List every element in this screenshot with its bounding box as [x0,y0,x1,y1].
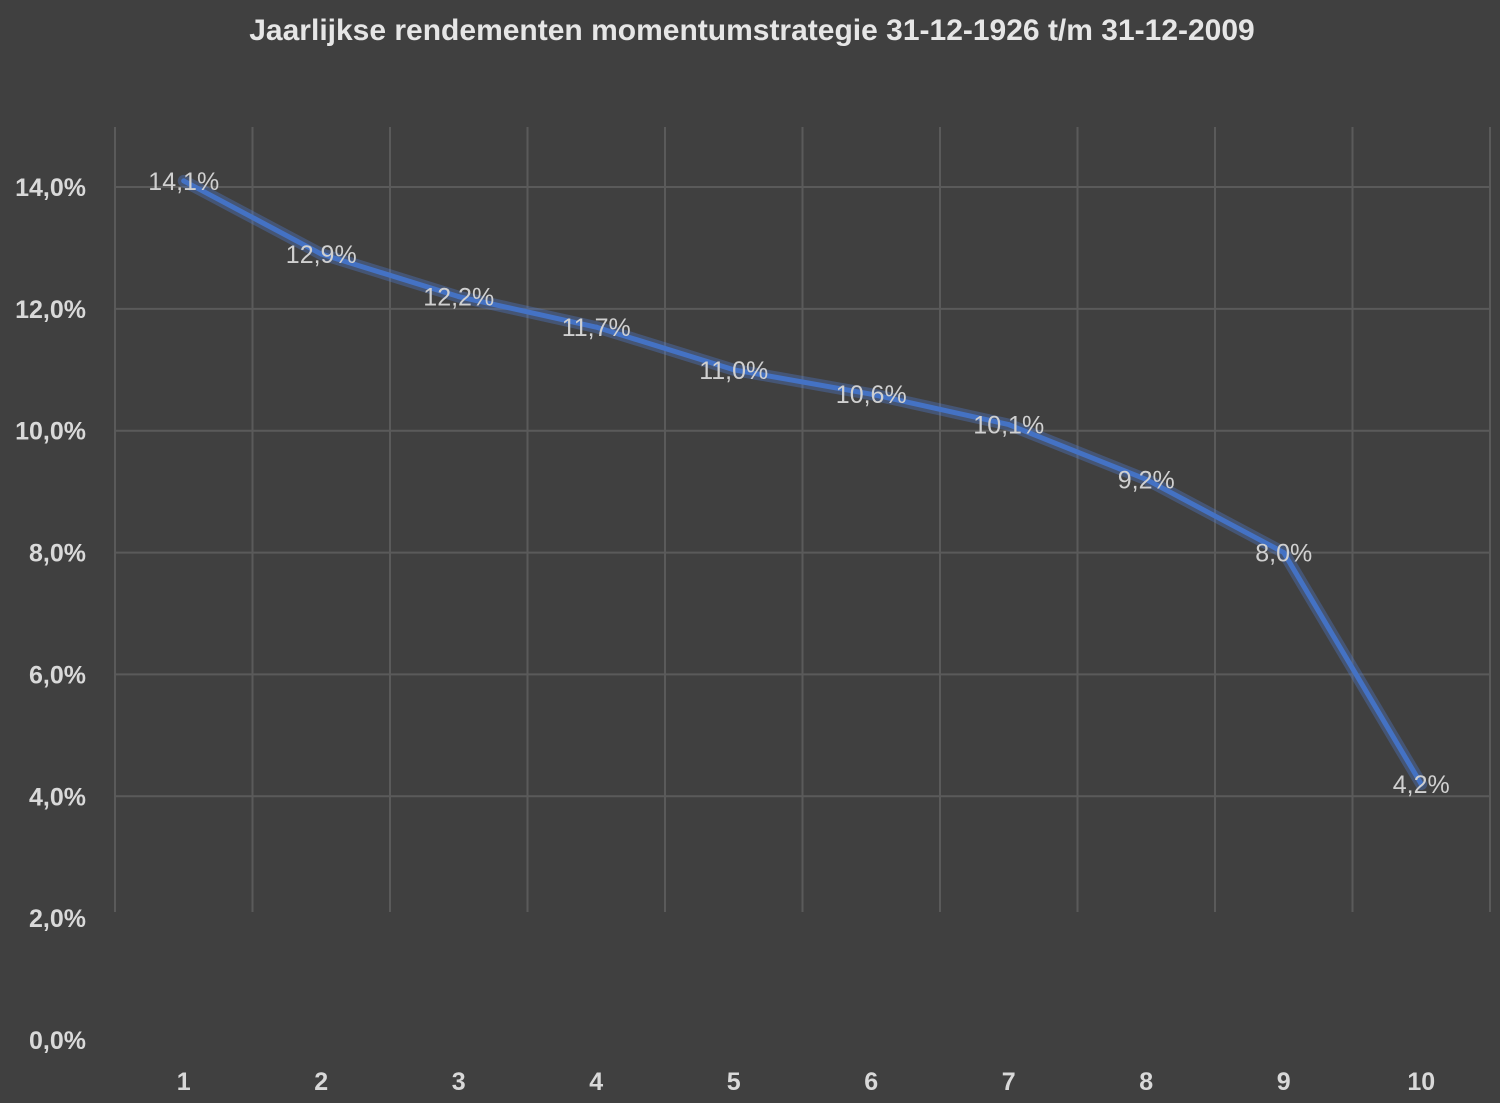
x-tick-label: 10 [1407,1068,1435,1096]
data-labels: 14,1% 12,9% 12,2% 11,7% 11,0% 10,6% 10,1% 9,2% 8… [148,168,1449,799]
data-label: 12,2% [423,284,494,312]
data-point [868,391,874,397]
data-point [593,324,599,330]
x-axis-tick-labels: 1 2 3 4 5 6 7 8 9 10 [177,1068,1435,1096]
y-tick-label: 6,0% [29,661,86,689]
data-label: 4,2% [1393,771,1450,799]
data-point [1418,781,1424,787]
x-tick-label: 7 [1002,1068,1016,1096]
series-layer [177,174,1428,791]
x-tick-label: 6 [864,1068,878,1096]
y-tick-label: 12,0% [15,296,86,324]
data-label: 10,6% [836,381,907,409]
data-label: 8,0% [1255,540,1312,568]
y-tick-label: 2,0% [29,905,86,933]
y-tick-label: 4,0% [29,783,86,811]
data-point [181,178,187,184]
y-axis-tick-labels: 0,0% 2,0% 4,0% 6,0% 8,0% 10,0% 12,0% 14,0% [15,174,86,1055]
data-label: 12,9% [286,241,357,269]
data-point [1006,422,1012,428]
y-tick-label: 0,0% [29,1027,86,1055]
data-label: 9,2% [1118,466,1175,494]
data-point [318,251,324,257]
data-point [731,367,737,373]
series-line [181,178,1424,787]
grid [114,127,1491,912]
data-label: 11,0% [699,357,768,385]
x-tick-label: 1 [177,1068,191,1096]
data-label: 10,1% [973,412,1044,440]
x-tick-label: 3 [452,1068,466,1096]
x-tick-label: 8 [1139,1068,1153,1096]
x-tick-label: 4 [589,1068,603,1096]
y-tick-label: 10,0% [15,418,86,446]
data-point [1143,476,1149,482]
data-label: 14,1% [148,168,219,196]
y-tick-label: 14,0% [15,174,86,202]
data-point [456,294,462,300]
chart-title: Jaarlijkse rendementen momentumstrategie… [249,14,1254,47]
data-point [1281,550,1287,556]
y-tick-label: 8,0% [29,540,86,568]
x-tick-label: 5 [727,1068,741,1096]
data-label: 11,7% [562,314,631,342]
x-tick-label: 2 [314,1068,328,1096]
x-tick-label: 9 [1277,1068,1291,1096]
